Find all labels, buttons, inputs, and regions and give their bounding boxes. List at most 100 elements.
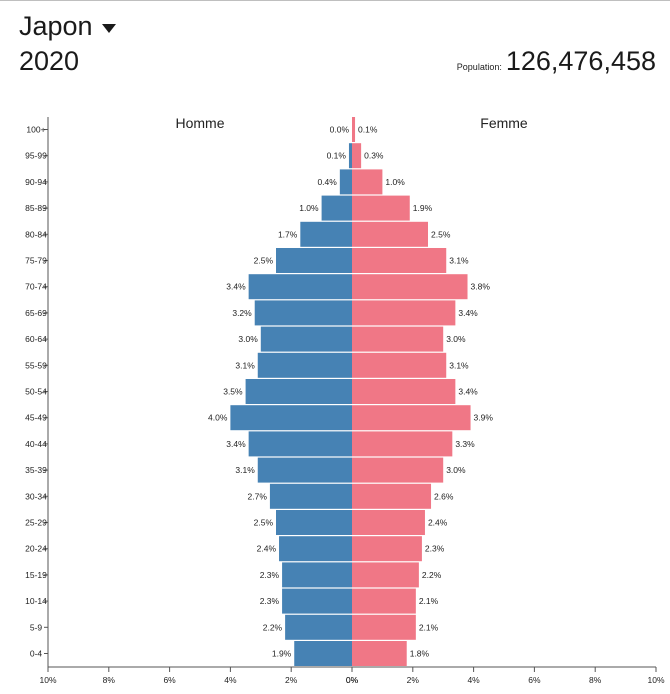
male-value-label: 4.0% (208, 413, 228, 423)
female-bar (352, 300, 456, 326)
female-value-label: 3.0% (446, 334, 466, 344)
male-bar (282, 562, 352, 588)
male-bar (294, 641, 352, 666)
male-value-label: 0.0% (330, 125, 350, 135)
x-tick-label: 4% (467, 675, 480, 685)
female-bar (352, 221, 428, 247)
x-tick-label: 2% (285, 675, 298, 685)
female-bar (352, 641, 407, 666)
male-value-label: 0.1% (327, 151, 347, 161)
female-bar (352, 274, 468, 300)
caret-down-icon[interactable] (101, 23, 116, 33)
female-bar (352, 483, 432, 509)
male-bar (257, 352, 352, 378)
female-bar (352, 379, 456, 404)
male-value-label: 2.5% (254, 256, 274, 266)
age-group-label: 30-34 (25, 491, 47, 501)
female-bar (352, 248, 447, 273)
x-tick-label: 4% (224, 675, 237, 685)
female-bar (352, 169, 383, 195)
male-value-label: 3.2% (232, 308, 252, 318)
age-group-label: 25-29 (25, 518, 47, 528)
female-value-label: 1.8% (410, 649, 430, 659)
female-bar (352, 457, 444, 483)
age-group-label: 75-79 (25, 256, 47, 266)
male-bar (276, 248, 352, 273)
male-bar (257, 457, 352, 483)
female-bar (352, 536, 422, 562)
age-group-label: 90-94 (25, 177, 47, 187)
male-bar (282, 588, 352, 614)
male-bar (245, 379, 352, 404)
female-value-label: 2.4% (428, 518, 448, 528)
x-tick-label: 6% (528, 675, 541, 685)
female-bar (352, 352, 447, 378)
age-group-label: 65-69 (25, 308, 47, 318)
male-value-label: 3.1% (235, 360, 255, 370)
year-label: 2020 (19, 46, 80, 76)
female-value-label: 3.8% (471, 282, 491, 292)
female-bar (352, 195, 410, 221)
female-value-label: 3.4% (458, 308, 478, 318)
country-name: Japon (19, 11, 93, 41)
x-tick-label: 10% (647, 675, 664, 685)
female-value-label: 2.6% (434, 491, 454, 501)
age-group-label: 95-99 (25, 151, 47, 161)
x-tick-label: 8% (589, 675, 602, 685)
age-group-label: 50-54 (25, 387, 47, 397)
female-value-label: 0.1% (358, 125, 378, 135)
female-bar (352, 510, 425, 535)
female-value-label: 2.1% (419, 596, 439, 606)
male-bar (248, 274, 352, 300)
age-group-label: 0-4 (30, 649, 43, 659)
male-value-label: 2.3% (260, 570, 280, 580)
top-divider (0, 0, 670, 1)
male-value-label: 3.4% (226, 439, 246, 449)
male-bar (276, 510, 352, 535)
age-group-label: 45-49 (25, 413, 47, 423)
male-bar (321, 195, 352, 221)
male-value-label: 0.4% (317, 177, 337, 187)
x-tick-label: 0% (346, 675, 359, 685)
female-bar (352, 326, 444, 352)
x-tick-label: 0% (346, 675, 359, 685)
female-value-label: 3.1% (449, 360, 469, 370)
female-value-label: 3.0% (446, 465, 466, 475)
male-value-label: 1.0% (299, 203, 319, 213)
female-bar (352, 405, 471, 431)
female-value-label: 2.5% (431, 229, 451, 239)
male-bar (285, 614, 352, 640)
population-display: Population: 126,476,458 (457, 45, 656, 77)
population-value: 126,476,458 (505, 46, 656, 76)
female-value-label: 1.0% (385, 177, 405, 187)
series-label-male: Homme (175, 115, 224, 131)
female-value-label: 3.3% (455, 439, 475, 449)
female-value-label: 2.3% (425, 544, 445, 554)
age-group-label: 10-14 (25, 596, 47, 606)
male-value-label: 3.0% (238, 334, 258, 344)
male-value-label: 1.7% (278, 229, 298, 239)
x-tick-label: 10% (39, 675, 56, 685)
female-value-label: 3.1% (449, 256, 469, 266)
age-group-label: 15-19 (25, 570, 47, 580)
age-group-label: 35-39 (25, 465, 47, 475)
series-label-female: Femme (480, 115, 528, 131)
male-value-label: 2.2% (263, 622, 283, 632)
male-value-label: 2.7% (248, 491, 268, 501)
male-value-label: 2.3% (260, 596, 280, 606)
female-value-label: 2.1% (419, 622, 439, 632)
age-group-label: 5-9 (30, 622, 43, 632)
age-group-label: 60-64 (25, 334, 47, 344)
female-bar (352, 117, 356, 142)
male-bar (269, 483, 352, 509)
female-bar (352, 143, 362, 169)
country-selector[interactable]: Japon (19, 10, 116, 42)
age-group-label: 20-24 (25, 544, 47, 554)
female-value-label: 3.4% (458, 387, 478, 397)
age-group-label: 55-59 (25, 360, 47, 370)
female-value-label: 1.9% (413, 203, 433, 213)
female-bar (352, 614, 416, 640)
male-value-label: 3.5% (223, 387, 243, 397)
age-group-label: 100+ (26, 125, 45, 135)
x-tick-label: 8% (103, 675, 116, 685)
